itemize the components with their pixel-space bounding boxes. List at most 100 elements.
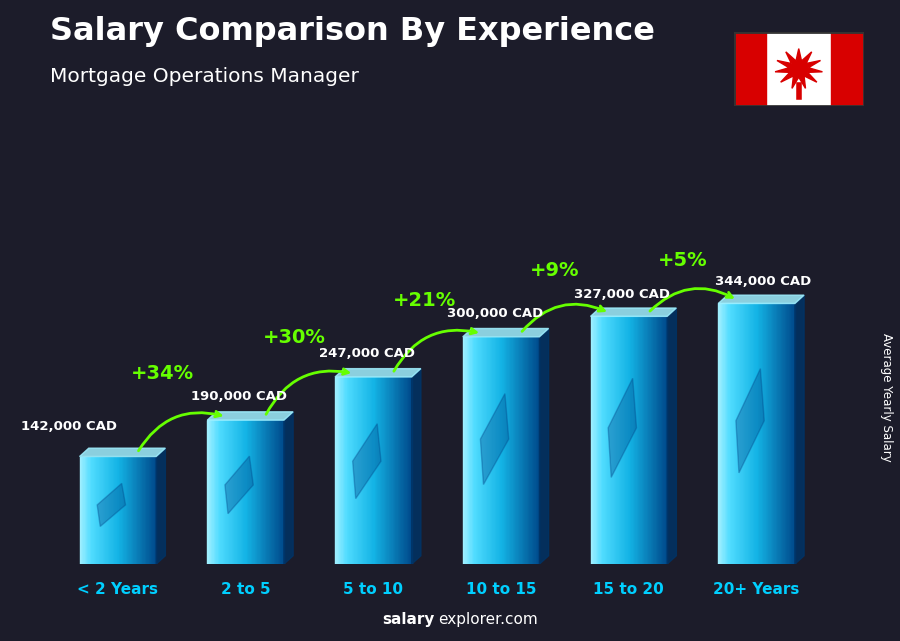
- Bar: [594, 317, 596, 564]
- Bar: [244, 420, 246, 564]
- Polygon shape: [335, 369, 421, 377]
- Bar: [651, 317, 652, 564]
- Bar: [598, 317, 599, 564]
- Bar: [238, 420, 239, 564]
- Bar: [763, 303, 764, 564]
- Bar: [405, 377, 407, 564]
- Bar: [502, 337, 504, 564]
- Bar: [608, 317, 609, 564]
- Bar: [605, 317, 606, 564]
- Bar: [112, 456, 114, 564]
- Bar: [768, 303, 769, 564]
- Bar: [148, 456, 149, 564]
- Bar: [718, 303, 719, 564]
- Bar: [279, 420, 280, 564]
- Bar: [514, 337, 515, 564]
- Bar: [535, 337, 536, 564]
- Bar: [114, 456, 115, 564]
- Text: Salary Comparison By Experience: Salary Comparison By Experience: [50, 16, 654, 47]
- Bar: [592, 317, 593, 564]
- Bar: [791, 303, 792, 564]
- Bar: [82, 456, 84, 564]
- Bar: [781, 303, 782, 564]
- Bar: [519, 337, 520, 564]
- Bar: [79, 456, 81, 564]
- Bar: [117, 456, 118, 564]
- Bar: [630, 317, 632, 564]
- Bar: [225, 420, 227, 564]
- Bar: [152, 456, 154, 564]
- Bar: [737, 303, 739, 564]
- Bar: [271, 420, 273, 564]
- Bar: [624, 317, 625, 564]
- Bar: [740, 303, 742, 564]
- Bar: [506, 337, 508, 564]
- Bar: [634, 317, 635, 564]
- Bar: [398, 377, 399, 564]
- Bar: [764, 303, 766, 564]
- Bar: [213, 420, 215, 564]
- Bar: [258, 420, 260, 564]
- Bar: [130, 456, 132, 564]
- Bar: [590, 317, 592, 564]
- Bar: [526, 337, 528, 564]
- Bar: [386, 377, 387, 564]
- Bar: [657, 317, 658, 564]
- Bar: [246, 420, 247, 564]
- Bar: [134, 456, 136, 564]
- Bar: [483, 337, 484, 564]
- Bar: [658, 317, 660, 564]
- Bar: [486, 337, 487, 564]
- Bar: [466, 337, 468, 564]
- Bar: [399, 377, 400, 564]
- Bar: [528, 337, 529, 564]
- Bar: [372, 377, 374, 564]
- Bar: [379, 377, 380, 564]
- Bar: [155, 456, 157, 564]
- Bar: [132, 456, 133, 564]
- Bar: [91, 456, 93, 564]
- Bar: [224, 420, 225, 564]
- Bar: [779, 303, 781, 564]
- Bar: [221, 420, 222, 564]
- Bar: [380, 377, 381, 564]
- Bar: [376, 377, 377, 564]
- Bar: [523, 337, 524, 564]
- Bar: [518, 337, 519, 564]
- Bar: [93, 456, 94, 564]
- Bar: [359, 377, 361, 564]
- Text: 2 to 5: 2 to 5: [220, 583, 270, 597]
- Bar: [491, 337, 492, 564]
- Bar: [832, 32, 864, 106]
- Bar: [767, 303, 768, 564]
- Bar: [108, 456, 109, 564]
- Bar: [149, 456, 151, 564]
- Bar: [377, 377, 379, 564]
- Bar: [757, 303, 758, 564]
- Bar: [463, 337, 464, 564]
- Text: 247,000 CAD: 247,000 CAD: [319, 347, 415, 360]
- Bar: [597, 317, 598, 564]
- Bar: [745, 303, 746, 564]
- Text: 300,000 CAD: 300,000 CAD: [446, 307, 543, 320]
- Bar: [267, 420, 268, 564]
- Bar: [119, 456, 121, 564]
- Bar: [636, 317, 638, 564]
- Bar: [237, 420, 238, 564]
- Bar: [367, 377, 368, 564]
- Bar: [627, 317, 629, 564]
- Bar: [633, 317, 634, 564]
- Bar: [596, 317, 597, 564]
- Text: 10 to 15: 10 to 15: [466, 583, 536, 597]
- Bar: [255, 420, 256, 564]
- Bar: [339, 377, 340, 564]
- Bar: [521, 337, 523, 564]
- Polygon shape: [97, 483, 125, 526]
- Bar: [666, 317, 667, 564]
- Bar: [478, 337, 480, 564]
- Bar: [407, 377, 408, 564]
- Bar: [777, 303, 778, 564]
- Bar: [395, 377, 396, 564]
- Bar: [121, 456, 122, 564]
- Bar: [229, 420, 230, 564]
